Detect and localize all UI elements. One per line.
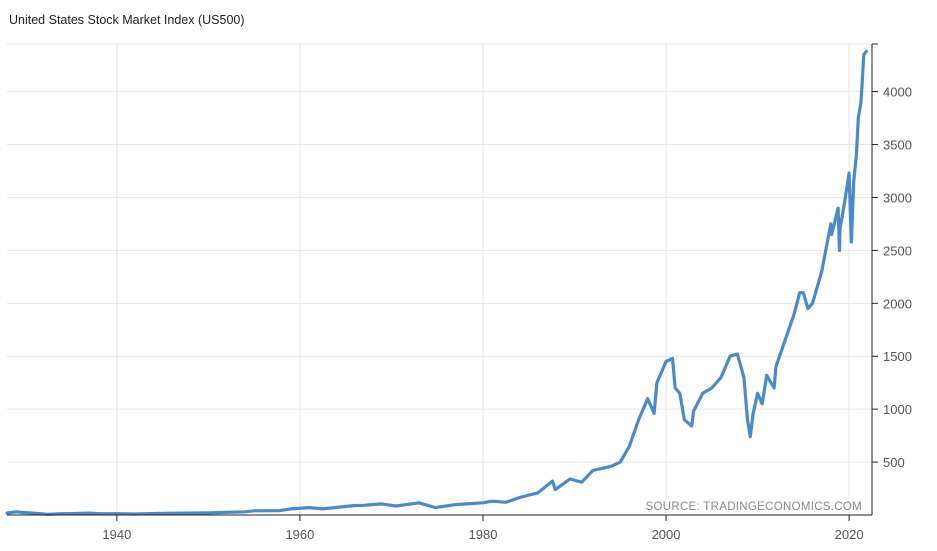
y-tick-label: 2000 [883, 296, 912, 311]
chart-title: United States Stock Market Index (US500) [9, 13, 245, 27]
y-tick-label: 500 [883, 455, 905, 470]
y-tick-label: 3500 [883, 138, 912, 153]
x-tick-label: 1960 [285, 527, 314, 542]
series-line [5, 49, 869, 516]
y-tick-label: 1000 [883, 402, 912, 417]
x-tick-label: 1980 [469, 527, 498, 542]
x-tick-label: 2020 [835, 527, 864, 542]
x-tick-label: 1940 [102, 527, 131, 542]
series-group [5, 49, 869, 516]
tick-labels: 500 1000 1500 2000 2500 3000 3500 4000 1940 1960 1… [102, 85, 912, 542]
y-tick-label: 2500 [883, 243, 912, 258]
source-label: SOURCE: TRADINGECONOMICS.COM [646, 501, 862, 513]
gridlines [7, 43, 872, 515]
y-tick-label: 3000 [883, 190, 912, 205]
y-tick-label: 4000 [883, 85, 912, 100]
x-tick-label: 2000 [652, 527, 681, 542]
y-tick-label: 1500 [883, 349, 912, 364]
axes [7, 43, 878, 521]
